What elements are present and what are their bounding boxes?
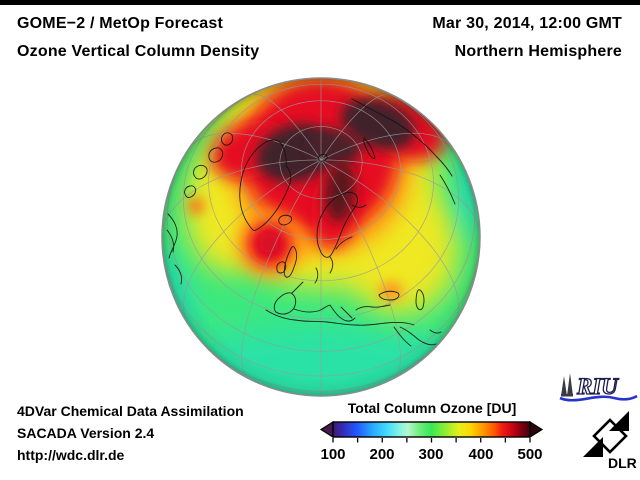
forecast-datetime: Mar 30, 2014, 12:00 GMT [432,15,622,32]
riu-wave-icon [559,394,638,402]
colorbar-gradient [332,421,531,438]
assimilation-label: 4DVar Chemical Data Assimilation [17,403,244,419]
product-subtitle: Ozone Vertical Column Density [17,43,260,60]
dlr-wordmark: DLR [608,455,637,471]
colorbar-right-arrow [529,421,544,439]
colorbar-tick-label: 400 [468,446,494,463]
limb-shading [162,78,480,396]
wdc-url: http://wdc.dlr.de [17,447,125,463]
colorbar-tick-label: 100 [320,446,346,463]
riu-wordmark: RIU [576,374,619,399]
colorbar-tick-label: 300 [418,446,444,463]
version-label: SACADA Version 2.4 [17,425,155,441]
colorbar-tick-label: 200 [369,446,395,463]
riu-logo: RIU [559,373,638,402]
top-black-bar [0,0,640,5]
cathedral-icon [561,373,573,397]
colorbar-ticks [332,438,531,443]
product-title: GOME−2 / MetOp Forecast [17,15,223,32]
colorbar-tick-label: 500 [517,446,543,463]
dlr-arrow-icon [583,411,629,457]
colorbar-left-arrow [319,421,334,439]
hemisphere-label: Northern Hemisphere [454,43,622,60]
colorbar-title: Total Column Ozone [DU] [347,400,517,416]
globe-rim [161,77,481,397]
dlr-logo: DLR [583,411,637,471]
colorbar [319,421,544,443]
